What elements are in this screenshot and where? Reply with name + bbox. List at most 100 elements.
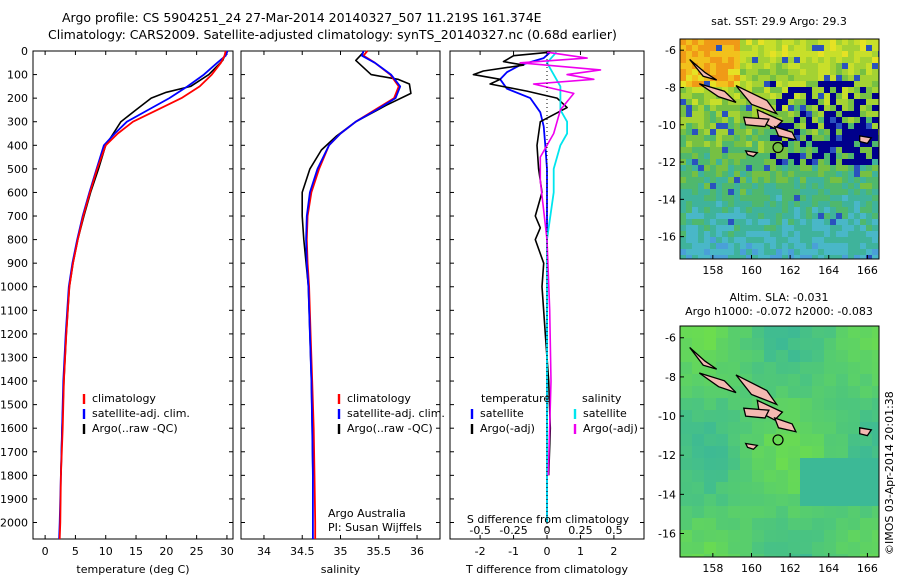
sst-cell <box>692 207 699 214</box>
sst-cell <box>872 93 879 100</box>
sst-cell <box>776 249 783 256</box>
sst-cell <box>758 195 765 202</box>
sla-cell <box>836 362 849 375</box>
sst-cell <box>764 75 771 82</box>
sst-cell <box>818 147 825 154</box>
sla-cell <box>716 422 729 435</box>
sla-cell <box>692 398 705 411</box>
sst-cell <box>734 93 741 100</box>
sla-cell <box>704 398 717 411</box>
sst-cell <box>716 243 723 250</box>
sst-cell <box>782 135 789 142</box>
sst-cell <box>830 255 837 259</box>
x-tick-label: 164 <box>818 264 839 277</box>
sst-cell <box>722 171 729 178</box>
sst-cell <box>686 105 693 112</box>
sst-cell <box>848 111 855 118</box>
sla-cell <box>728 350 741 363</box>
sst-cell <box>770 225 777 232</box>
sst-cell <box>752 195 759 202</box>
sst-cell <box>872 237 879 244</box>
sst-cell <box>692 243 699 250</box>
sst-cell <box>830 93 837 100</box>
sst-cell <box>866 51 873 58</box>
x-tick-label: -2 <box>475 545 486 558</box>
sla-cell <box>812 518 825 531</box>
sst-cell <box>812 45 819 52</box>
sst-cell <box>722 153 729 160</box>
sst-cell <box>722 129 729 136</box>
sst-cell <box>698 105 705 112</box>
sst-cell <box>704 99 711 106</box>
sst-cell <box>848 147 855 154</box>
sst-cell <box>746 147 753 154</box>
sst-cell <box>740 237 747 244</box>
sst-cell <box>818 237 825 244</box>
sst-cell <box>824 81 831 88</box>
sst-cell <box>758 129 765 136</box>
sla-cell <box>812 506 825 519</box>
sst-cell <box>848 213 855 220</box>
sst-cell <box>686 255 693 259</box>
sst-cell <box>848 105 855 112</box>
sla-cell <box>728 422 741 435</box>
sst-cell <box>818 87 825 94</box>
sst-cell <box>758 135 765 142</box>
sst-cell <box>866 129 873 136</box>
sst-cell <box>746 45 753 52</box>
sla-cell <box>800 470 813 483</box>
sst-cell <box>740 225 747 232</box>
sst-cell <box>770 129 777 136</box>
sla-cell <box>776 398 789 411</box>
sst-cell <box>734 177 741 184</box>
sst-cell <box>764 177 771 184</box>
sst-cell <box>842 243 849 250</box>
sst-cell <box>842 249 849 256</box>
sla-cell <box>752 518 765 531</box>
sst-cell <box>854 153 861 160</box>
sst-cell <box>740 213 747 220</box>
sst-cell <box>806 63 813 70</box>
sst-cell <box>848 99 855 106</box>
sst-cell <box>740 57 747 64</box>
sst-cell <box>692 39 699 46</box>
sst-cell <box>770 177 777 184</box>
sst-cell <box>788 171 795 178</box>
sla-cell <box>728 530 741 543</box>
sla-cell <box>872 530 879 543</box>
sst-cell <box>836 93 843 100</box>
sst-cell <box>716 117 723 124</box>
sla-cell <box>728 446 741 459</box>
sst-cell <box>686 159 693 166</box>
sst-cell <box>680 249 687 256</box>
sst-cell <box>788 141 795 148</box>
sst-cell <box>866 117 873 124</box>
sst-cell <box>752 219 759 226</box>
sla-cell <box>800 422 813 435</box>
sst-cell <box>746 39 753 46</box>
sst-cell <box>818 201 825 208</box>
sst-cell <box>752 171 759 178</box>
sst-cell <box>692 135 699 142</box>
sst-cell <box>872 117 879 124</box>
sst-cell <box>752 183 759 190</box>
y-tick-label: 2000 <box>0 516 28 529</box>
sst-cell <box>848 153 855 160</box>
sst-cell <box>722 255 729 259</box>
legend-label: Argo(..raw -QC) <box>347 422 433 435</box>
map-frame <box>679 325 880 558</box>
sst-cell <box>830 75 837 82</box>
sst-cell <box>830 177 837 184</box>
sst-cell <box>746 63 753 70</box>
sst-cell <box>872 141 879 148</box>
sst-cell <box>836 57 843 64</box>
sst-cell <box>776 171 783 178</box>
sla-cell <box>824 530 837 543</box>
sst-cell <box>758 93 765 100</box>
sst-cell <box>776 51 783 58</box>
sst-cell <box>824 249 831 256</box>
sla-cell <box>704 434 717 447</box>
sst-cell <box>710 69 717 76</box>
sst-cell <box>854 105 861 112</box>
sla-cell <box>752 446 765 459</box>
